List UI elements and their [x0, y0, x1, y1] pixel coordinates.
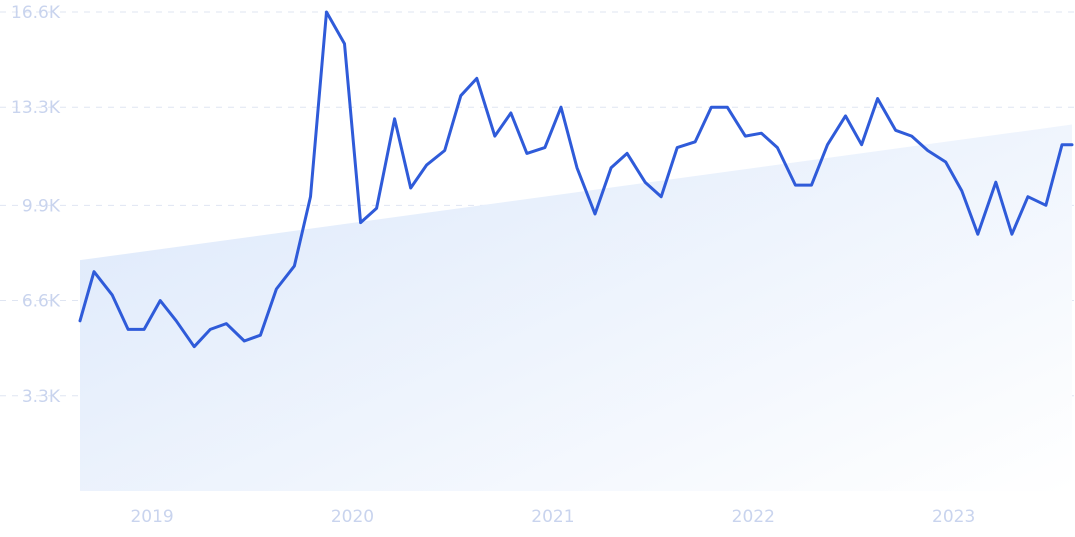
y-tick-label: 13.3K — [11, 98, 61, 118]
x-tick-label: 2021 — [531, 507, 574, 527]
x-tick-label: 2019 — [130, 507, 173, 527]
y-tick-label: 6.6K — [22, 292, 61, 312]
y-tick-label: 3.3K — [22, 387, 61, 407]
x-axis-ticks: 2019 2020 2021 2022 2023 — [130, 507, 975, 527]
x-tick-label: 2020 — [331, 507, 374, 527]
x-tick-label: 2023 — [932, 507, 975, 527]
y-axis-ticks: 16.6K 13.3K 9.9K 6.6K 3.3K — [11, 3, 61, 407]
y-tick-label: 9.9K — [22, 196, 61, 216]
series-line — [78, 10, 1074, 349]
trend-area — [80, 124, 1072, 492]
x-tick-label: 2022 — [732, 507, 775, 527]
y-tick-label: 16.6K — [11, 3, 61, 23]
